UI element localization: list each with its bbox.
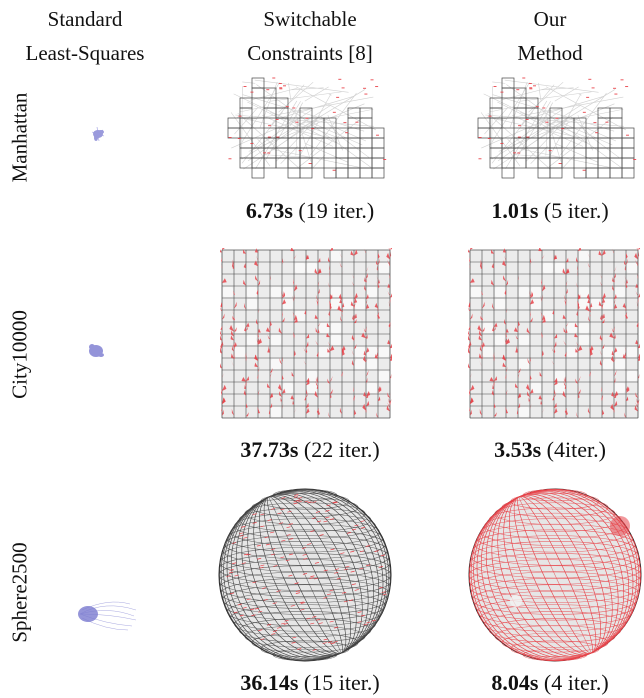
header-line1: Our xyxy=(533,7,567,31)
time: 8.04s xyxy=(491,670,539,695)
manhattan-switchable-caption: 6.73s (19 iter.) xyxy=(205,198,415,224)
time: 6.73s xyxy=(245,198,293,223)
iterations: (22 iter.) xyxy=(303,437,380,462)
sphere2500-ours-plot xyxy=(466,486,644,664)
sphere2500-ours-caption: 8.04s (4 iter.) xyxy=(450,670,644,696)
city10000-ours-plot xyxy=(468,248,640,420)
iterations: (19 iter.) xyxy=(298,198,375,223)
row-label-city10000: City10000 xyxy=(7,310,32,399)
iterations: (15 iter.) xyxy=(303,670,380,695)
column-header-switchable: Switchable Constraints [8] xyxy=(210,2,410,70)
row-label-sphere2500: Sphere2500 xyxy=(7,542,32,643)
city10000-switchable-plot xyxy=(220,248,392,420)
header-line2: Least-Squares xyxy=(25,41,145,65)
time: 3.53s xyxy=(494,437,542,462)
time: 36.14s xyxy=(240,670,299,695)
city10000-standard-plot xyxy=(82,337,112,365)
sphere2500-standard-plot xyxy=(70,596,140,632)
time: 37.73s xyxy=(240,437,299,462)
iterations: (5 iter.) xyxy=(543,198,609,223)
column-header-ours: Our Method xyxy=(455,2,644,70)
time: 1.01s xyxy=(491,198,539,223)
manhattan-ours-caption: 1.01s (5 iter.) xyxy=(450,198,644,224)
iterations: (4iter.) xyxy=(546,437,606,462)
manhattan-ours-plot xyxy=(470,72,642,180)
row-label-manhattan: Manhattan xyxy=(7,92,32,183)
iterations: (4 iter.) xyxy=(543,670,609,695)
manhattan-switchable-plot xyxy=(220,72,392,180)
sphere2500-switchable-plot xyxy=(216,486,394,664)
header-line1: Switchable xyxy=(263,7,357,31)
city10000-switchable-caption: 37.73s (22 iter.) xyxy=(205,437,415,463)
column-header-standard: Standard Least-Squares xyxy=(0,2,170,70)
header-line2: Method xyxy=(517,41,583,65)
header-line2: Constraints [8] xyxy=(247,41,373,65)
header-line1: Standard xyxy=(47,7,123,31)
city10000-ours-caption: 3.53s (4iter.) xyxy=(450,437,644,463)
manhattan-standard-plot xyxy=(86,122,114,148)
sphere2500-switchable-caption: 36.14s (15 iter.) xyxy=(205,670,415,696)
